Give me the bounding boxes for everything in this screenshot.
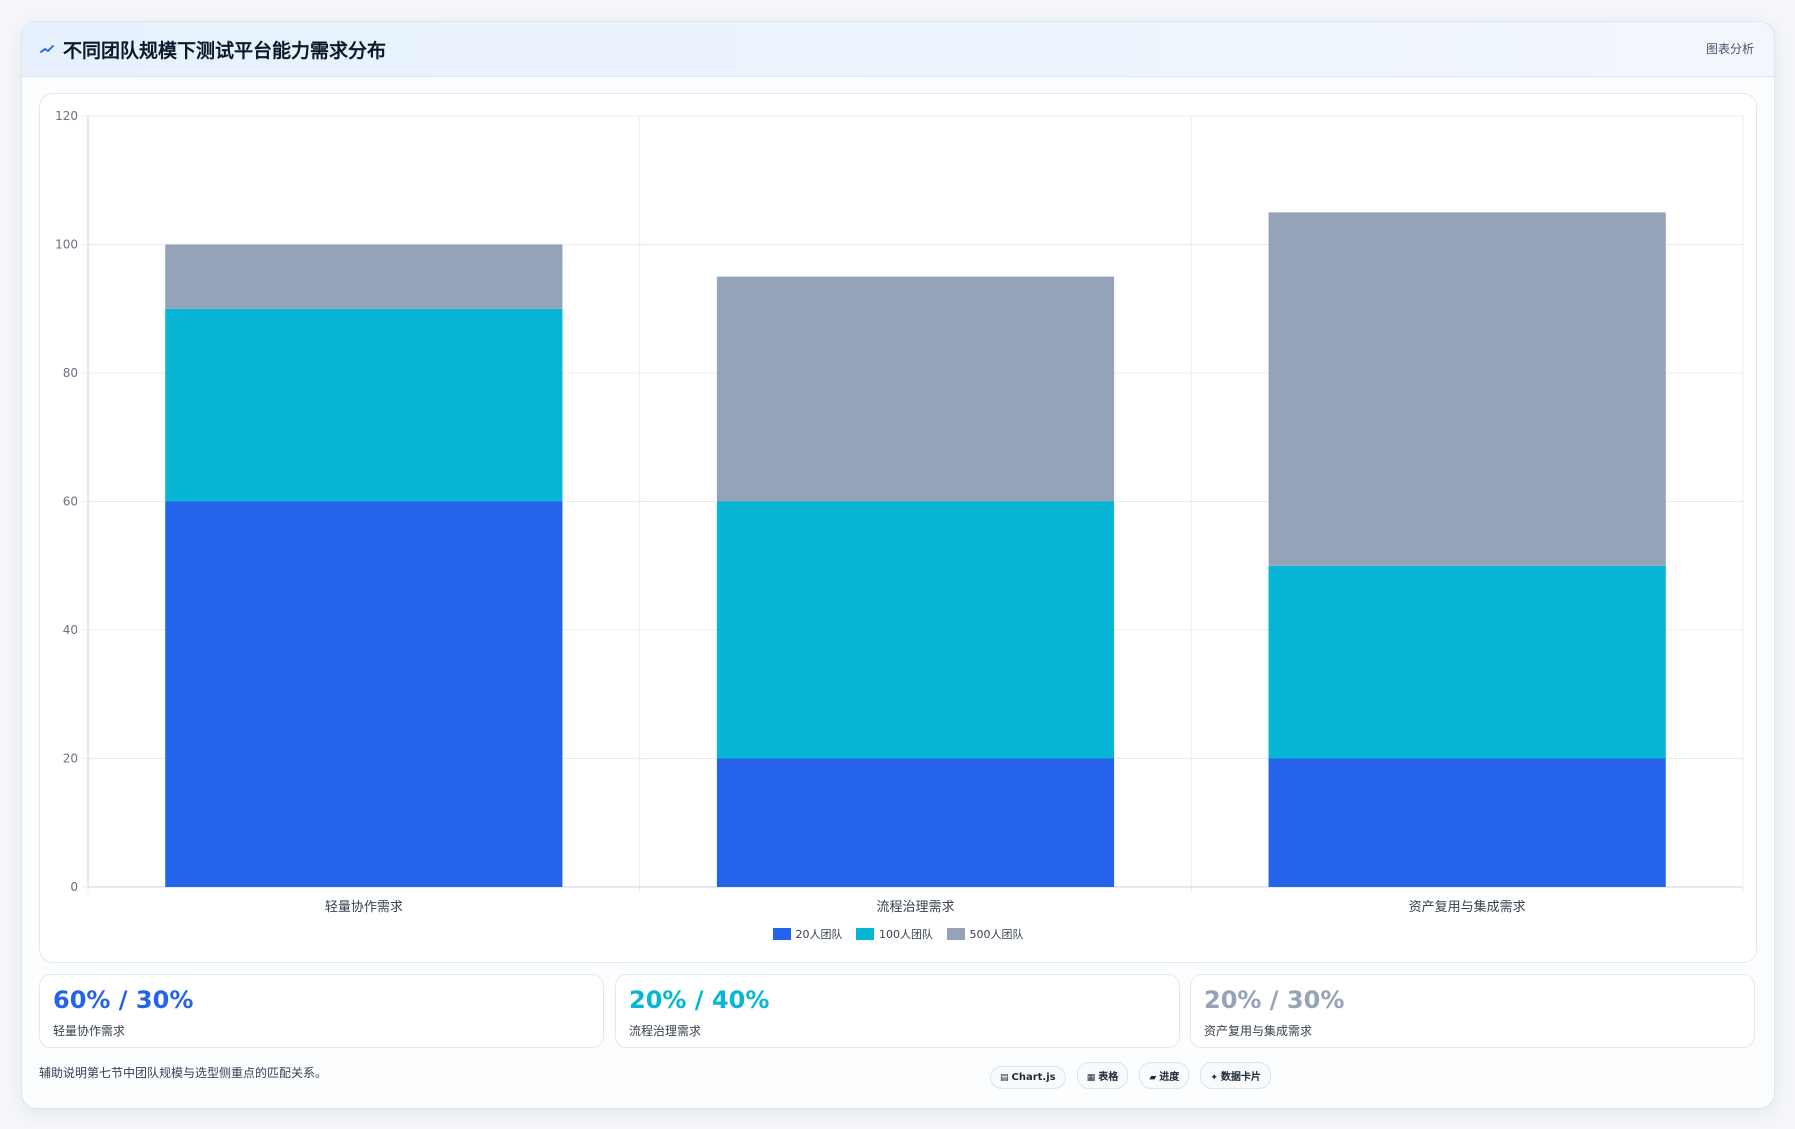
x-tick-label: 流程治理需求: [876, 900, 954, 915]
bar-segment-2-cat-2: [716, 501, 1115, 759]
chart-analysis-link[interactable]: 图表分析: [1705, 42, 1754, 56]
tag-label: Chart.js: [1011, 1072, 1056, 1083]
chart-panel: 0 20 40 60 80 100 120 轻量协作需求 流程治理需求 资产复用与集成需求 20人…: [39, 93, 1757, 963]
chart-card: 不同团队规模下测试平台能力需求分布 图表分析 0 20 40 60 80 100 120 轻量…: [21, 21, 1775, 1109]
trend-line-icon: [40, 45, 54, 53]
stat-value: 20% / 30%: [1204, 986, 1345, 1014]
bar-segment-3-cat-1: [165, 244, 563, 309]
stacked-bar-chart: 0 20 40 60 80 100 120 轻量协作需求 流程治理需求 资产复用与集成需求: [55, 109, 1744, 915]
legend-item-500[interactable]: 500人团队: [946, 926, 1024, 942]
page-title: 不同团队规模下测试平台能力需求分布: [63, 40, 387, 62]
bar-segment-3-cat-3: [1268, 212, 1666, 566]
y-tick-label: 100: [55, 238, 78, 252]
y-tick-label: 120: [55, 109, 78, 123]
y-tick-label: 40: [63, 623, 78, 637]
bar-segment-1-cat-2: [716, 758, 1115, 887]
stat-card-light-collab: 60% / 30% 轻量协作需求: [39, 974, 604, 1048]
tag-label: 表格: [1098, 1072, 1119, 1083]
progress-icon: ▰: [1149, 1073, 1157, 1083]
legend-label: 500人团队: [969, 928, 1024, 941]
legend-swatch: [772, 928, 791, 940]
table-icon: ▦: [1086, 1073, 1096, 1083]
tag-table[interactable]: ▦ 表格: [1076, 1062, 1129, 1089]
tag-chartjs[interactable]: ▤ Chart.js: [990, 1066, 1066, 1089]
bar-segment-1-cat-3: [1268, 758, 1666, 887]
stat-label: 流程治理需求: [629, 1024, 702, 1038]
sparkle-icon: ✦: [1210, 1073, 1218, 1083]
y-tick-label: 20: [63, 752, 78, 766]
y-tick-label: 80: [63, 366, 78, 380]
bar-segment-2-cat-1: [165, 308, 563, 502]
legend-swatch: [946, 928, 965, 940]
bar-segment-1-cat-1: [165, 501, 563, 887]
legend-item-20[interactable]: 20人团队: [772, 926, 843, 942]
stat-card-asset-reuse: 20% / 30% 资产复用与集成需求: [1190, 974, 1755, 1048]
stat-label: 轻量协作需求: [53, 1024, 126, 1038]
legend-item-100[interactable]: 100人团队: [856, 926, 933, 942]
legend-label: 100人团队: [879, 928, 933, 941]
stat-label: 资产复用与集成需求: [1204, 1024, 1313, 1038]
tag-list: ▤ Chart.js ▦ 表格 ▰ 进度 ✦ 数据卡片: [990, 1062, 1277, 1089]
legend-swatch: [856, 928, 874, 940]
tag-label: 数据卡片: [1220, 1072, 1261, 1083]
stat-card-process-governance: 20% / 40% 流程治理需求: [615, 974, 1180, 1048]
chart-icon: ▤: [1000, 1073, 1009, 1083]
card-header: 不同团队规模下测试平台能力需求分布 图表分析: [22, 22, 1774, 77]
x-tick-label: 资产复用与集成需求: [1409, 899, 1526, 915]
bar-segment-3-cat-2: [716, 276, 1115, 502]
x-tick-label: 轻量协作需求: [325, 900, 403, 915]
stat-value: 20% / 40%: [629, 986, 770, 1014]
footnote: 辅助说明第七节中团队规模与选型侧重点的匹配关系。: [39, 1066, 328, 1080]
stat-value: 60% / 30%: [53, 986, 194, 1014]
y-tick-label: 60: [63, 495, 78, 509]
y-tick-label: 0: [70, 880, 78, 894]
tag-data-card[interactable]: ✦ 数据卡片: [1200, 1062, 1271, 1089]
chart-legend: 20人团队 100人团队 500人团队: [40, 926, 1756, 942]
tag-label: 进度: [1159, 1072, 1180, 1083]
legend-label: 20人团队: [795, 928, 843, 941]
bar-segment-2-cat-3: [1268, 565, 1666, 759]
tag-progress[interactable]: ▰ 进度: [1139, 1062, 1190, 1089]
